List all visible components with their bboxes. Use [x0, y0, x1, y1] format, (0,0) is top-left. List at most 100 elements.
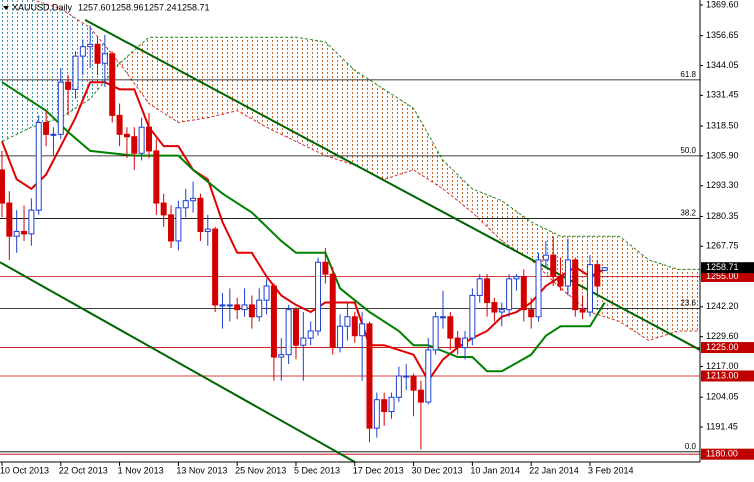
candle-body [344, 316, 351, 327]
level-label: 1180.00 [706, 449, 738, 459]
y-tick-label: 1305.90 [706, 150, 739, 160]
x-tick-label: 25 Nov 2013 [235, 465, 286, 475]
x-tick-label: 10 Jan 2014 [470, 465, 520, 475]
x-tick-label: 3 Feb 2014 [588, 465, 634, 475]
candle-body [285, 309, 292, 356]
candle-body [79, 46, 86, 57]
y-tick-label: 1204.05 [706, 392, 739, 402]
current-price-box [701, 262, 754, 274]
candle-body [572, 259, 579, 311]
level-label-box [701, 370, 754, 382]
candle-body [190, 197, 197, 202]
candle-body [410, 375, 417, 391]
candle-body [307, 330, 314, 339]
cloud-segment [207, 37, 238, 118]
candle-body [594, 264, 601, 287]
indicator-line [1, 81, 606, 383]
y-tick-label: 1280.35 [706, 211, 739, 221]
y-tick-label: 1191.45 [706, 421, 738, 431]
header-symbol: XAUUSD,Daily [12, 2, 73, 12]
y-tick-label: 1217.00 [706, 361, 739, 371]
candle-body [550, 254, 557, 277]
candle-body [168, 214, 175, 242]
candle-body [204, 228, 211, 232]
candle-body [43, 121, 50, 135]
candle-body [116, 114, 123, 135]
y-tick-label: 1369.60 [706, 0, 739, 9]
cloud-segment [119, 37, 149, 104]
candle-body [484, 278, 491, 304]
level-label: 1255.00 [706, 271, 739, 281]
y-tick-label: 1344.05 [706, 60, 739, 70]
candle-body [57, 81, 64, 135]
header-low: 1257.24 [144, 2, 177, 12]
y-tick-label: 1293.30 [706, 180, 739, 190]
candle-body [337, 325, 344, 349]
candle-body [226, 304, 233, 307]
candle-body [469, 294, 476, 339]
trend-line [0, 261, 356, 463]
x-tick-label: 17 Dec 2013 [353, 465, 404, 475]
candle-body [329, 273, 336, 349]
candle-body [256, 299, 263, 318]
candle-body [417, 389, 424, 403]
candle-body [491, 302, 498, 313]
candle-body [528, 309, 535, 318]
candle-body [101, 53, 108, 64]
candle-body [160, 202, 167, 216]
lines-layer [0, 19, 701, 463]
candle-body [447, 316, 454, 339]
x-tick-label: 30 Dec 2013 [412, 465, 463, 475]
fib-label: 23.6 [680, 299, 696, 308]
fib-label: 61.8 [680, 70, 696, 79]
candle-body [153, 150, 160, 204]
candle-body [123, 133, 130, 138]
candle-body [498, 309, 505, 313]
cloud-segment [1, 0, 32, 142]
level-label-box [701, 448, 754, 460]
candle-body [557, 275, 564, 287]
candle-body [87, 43, 94, 48]
y-tick-label: 1229.60 [706, 331, 739, 341]
candle-body [586, 264, 593, 313]
x-tick-label: 22 Jan 2014 [529, 465, 579, 475]
candle-body [359, 323, 366, 337]
fib-label: 50.0 [680, 146, 696, 155]
candle-body [248, 304, 255, 318]
cloud-segment [589, 236, 620, 322]
y-tick-label: 1242.20 [706, 301, 739, 311]
candle-body [270, 285, 277, 358]
candle-body [601, 267, 608, 271]
candle-body [462, 337, 469, 349]
candle-body [366, 323, 373, 429]
cloud-segment [31, 0, 61, 128]
candle-body [109, 53, 116, 116]
candle-body [425, 349, 432, 403]
level-label-box [701, 342, 754, 354]
x-tick-label: 1 Nov 2013 [118, 465, 164, 475]
cloud-segment [619, 236, 649, 341]
cloud-segment [384, 89, 414, 180]
cloud-segment [413, 108, 443, 189]
candle-body [145, 126, 152, 152]
candle-body [388, 396, 395, 413]
candle-body [21, 230, 28, 235]
level-label-box [701, 270, 754, 282]
candle-body [241, 304, 248, 311]
cloud-edge [1, 36, 700, 270]
candle-body [0, 169, 5, 204]
candle-body [403, 375, 410, 378]
candle-body [182, 200, 189, 209]
levels-layer: 61.8 50.0 38.2 23.6 0.0 [0, 70, 700, 455]
candle-body [506, 278, 513, 311]
header-open: 1257.60 [78, 2, 111, 12]
y-tick-label: 1318.50 [706, 120, 739, 130]
candle-body [219, 304, 226, 307]
candle-body [94, 43, 101, 64]
candle-body [395, 375, 402, 398]
cloud-segment [442, 160, 473, 213]
level-label: 1225.00 [706, 342, 739, 352]
candle-body [50, 133, 57, 136]
current-price-label: 1258.71 [706, 262, 739, 272]
